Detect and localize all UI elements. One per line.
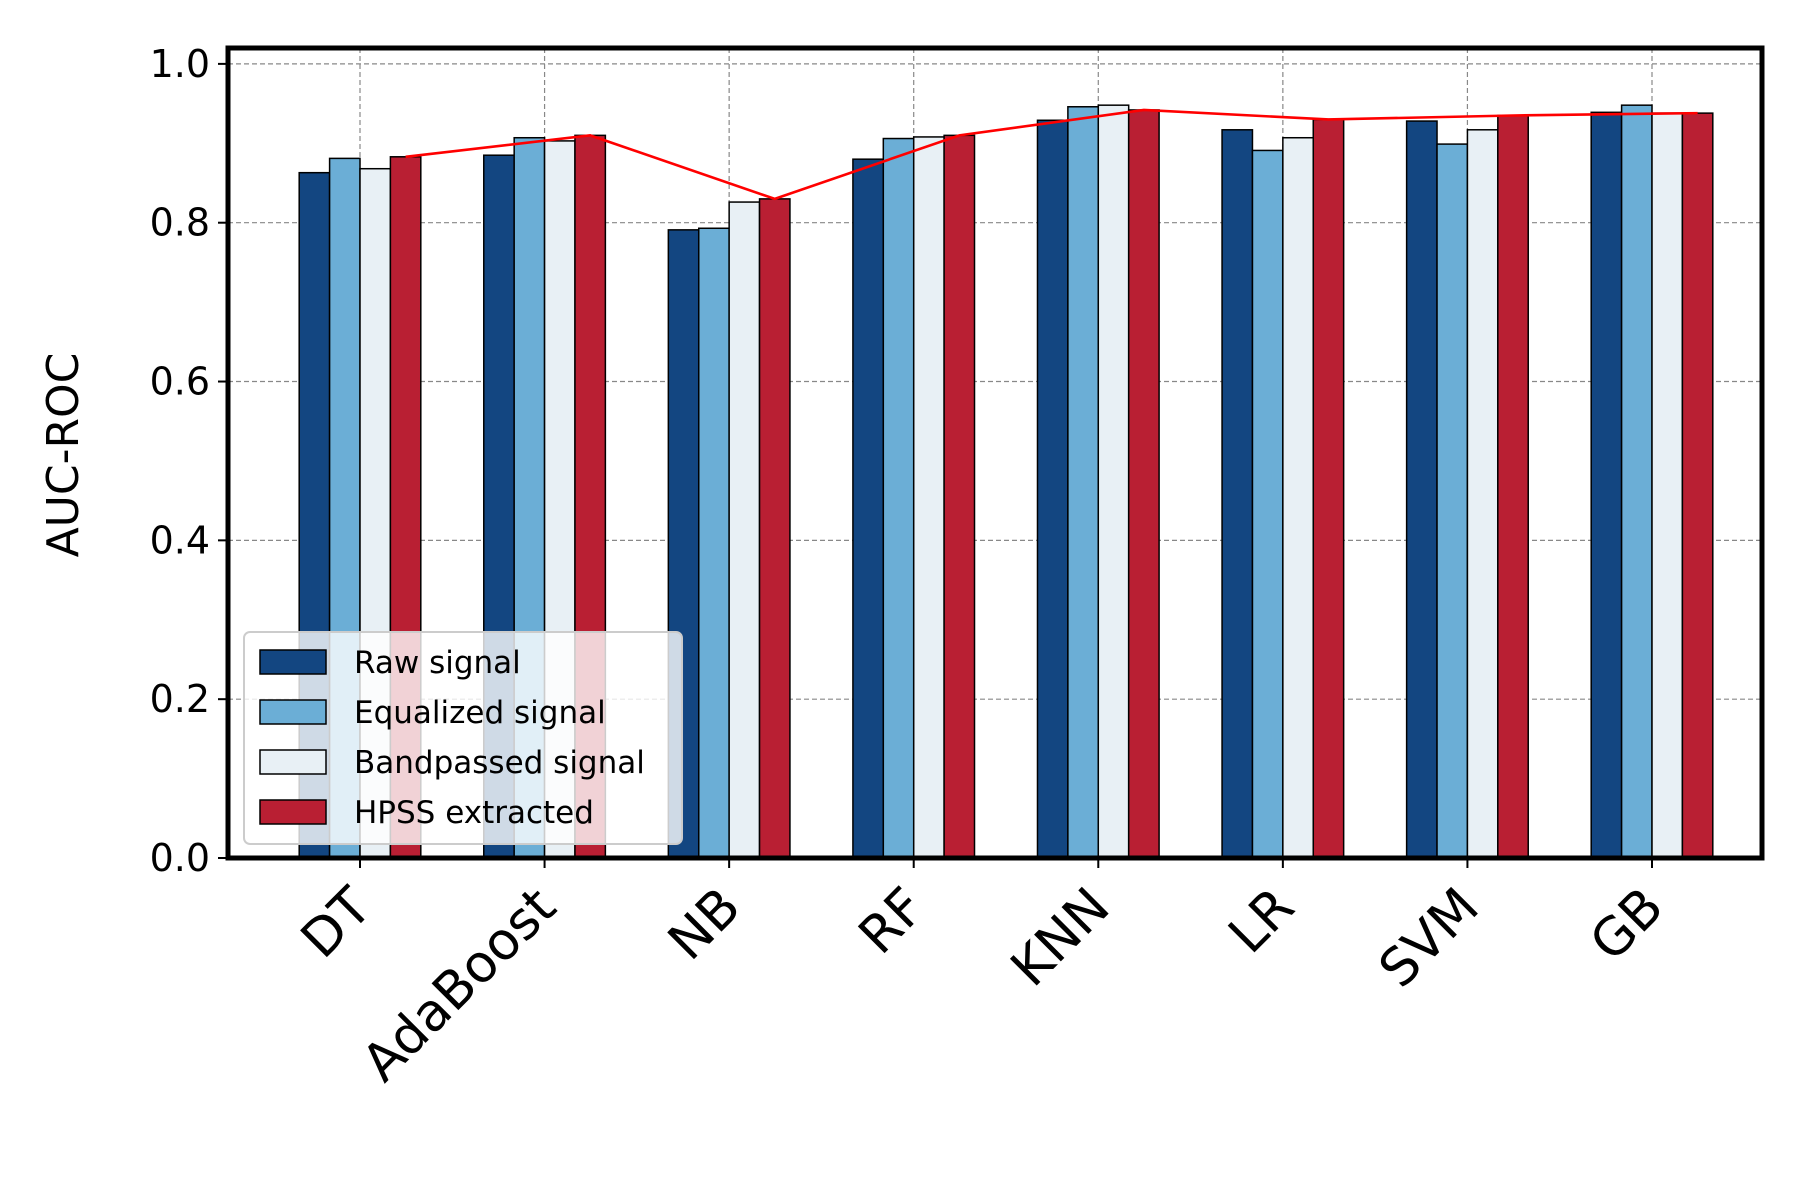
bar-bandpassed-signal (1466, 129, 1499, 859)
trend-line (405, 108, 1698, 201)
bar-bandpassed-signal (1282, 136, 1315, 859)
bar-equalized-signal (882, 137, 915, 859)
bar-hpss-extracted (1497, 114, 1529, 859)
bar-hpss-extracted (1312, 118, 1345, 859)
bar-raw-signal (1590, 111, 1623, 859)
legend-label: Equalized signal (354, 695, 606, 731)
bar-bandpassed-signal (1097, 104, 1130, 859)
y-tick-label: 0.2 (150, 677, 210, 721)
bar-hpss-extracted (943, 134, 976, 859)
legend-label: Bandpassed signal (354, 745, 645, 781)
bar-bandpassed-signal (728, 201, 761, 859)
legend-swatch (259, 749, 327, 775)
bar-equalized-signal (1251, 149, 1284, 859)
bar-raw-signal (1221, 129, 1254, 859)
x-tick-label: NB (657, 877, 752, 972)
bar-hpss-extracted (1681, 112, 1714, 859)
x-tick-label: SVM (1368, 877, 1491, 1000)
x-tick-label: DT (290, 877, 383, 970)
bar-raw-signal (1036, 119, 1069, 859)
bar-raw-signal (1405, 120, 1438, 859)
x-tick-label: KNN (1000, 877, 1122, 999)
y-tick-label: 1.0 (150, 42, 210, 86)
y-tick-label: 0.6 (150, 360, 210, 404)
x-tick-label: LR (1218, 877, 1306, 965)
x-tick-label: AdaBoost (351, 877, 568, 1094)
legend-swatch (259, 799, 327, 825)
plot-frame (225, 45, 1765, 861)
y-tick-label: 0.4 (150, 518, 210, 562)
y-axis-label: AUC-ROC (38, 353, 89, 558)
legend-label: Raw signal (354, 645, 521, 681)
bar-raw-signal (852, 158, 885, 859)
bar-equalized-signal (1620, 104, 1653, 859)
legend-swatch (259, 699, 327, 725)
legend: Raw signal Equalized signal Bandpassed sig… (243, 631, 683, 845)
bar-hpss-extracted (1127, 109, 1160, 859)
bar-bandpassed-signal (912, 136, 945, 859)
y-tick-label: 0.8 (150, 201, 210, 245)
x-tick-label: RF (848, 877, 937, 966)
legend-swatch (259, 649, 327, 675)
bar-equalized-signal (1436, 143, 1469, 859)
bar-bandpassed-signal (1651, 112, 1684, 859)
trend-line-group (405, 108, 1698, 201)
legend-label: HPSS extracted (354, 795, 594, 831)
y-tick-label: 0.0 (150, 836, 210, 880)
bar-equalized-signal (697, 227, 730, 859)
y-axis-ticks: 0.0 0.2 0.4 0.6 0.8 1.0 (150, 42, 228, 880)
legend-box (243, 631, 683, 845)
x-tick-label: GB (1579, 877, 1675, 973)
bar-equalized-signal (1067, 106, 1100, 859)
bar-hpss-extracted (758, 198, 791, 859)
